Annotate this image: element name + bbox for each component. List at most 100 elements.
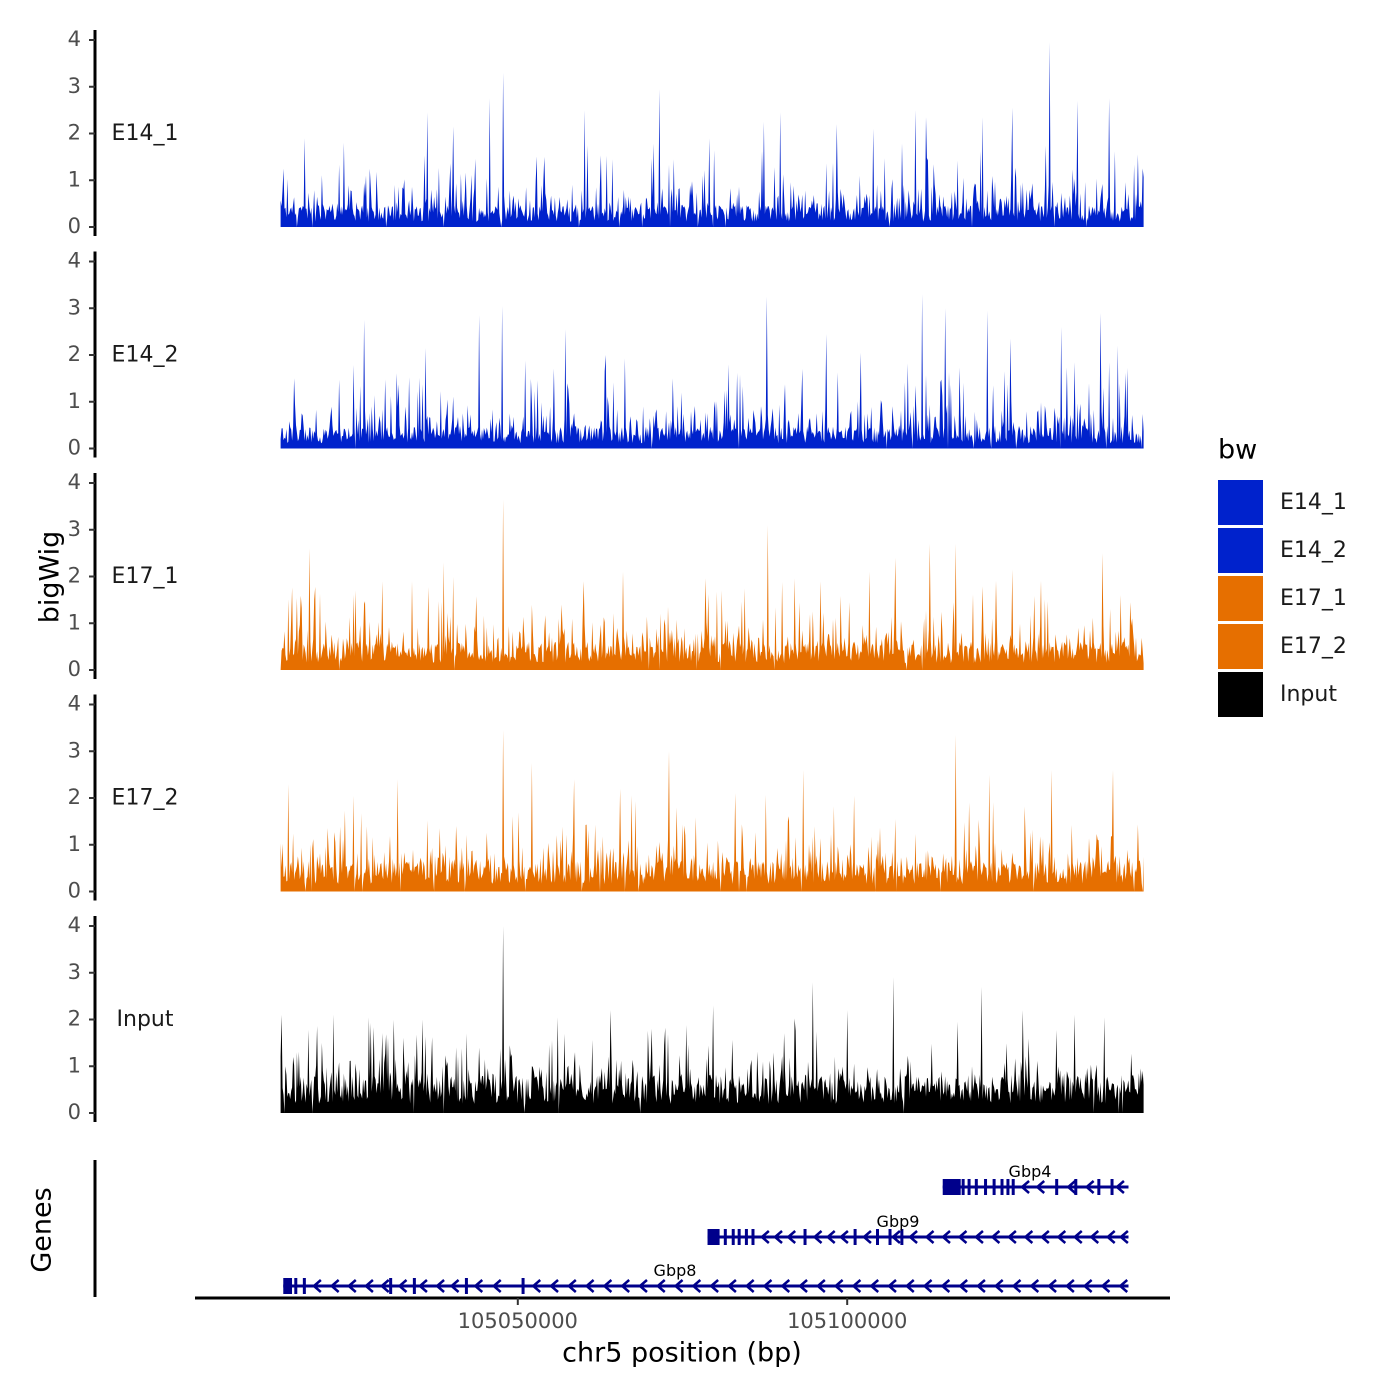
strand-arrow <box>1047 1279 1057 1293</box>
strand-arrow <box>691 1279 702 1293</box>
strand-arrow <box>744 1279 755 1293</box>
strand-arrow <box>397 1279 408 1293</box>
strand-arrow <box>1056 1230 1067 1244</box>
strand-arrow <box>759 1230 770 1244</box>
strand-arrow <box>549 1279 559 1293</box>
strand-arrow <box>363 1279 374 1293</box>
exon-mark <box>853 1229 857 1245</box>
track-label: Input <box>117 1007 174 1032</box>
exon-mark <box>876 1229 879 1245</box>
track-label: E14_2 <box>112 343 179 368</box>
strand-arrow <box>862 1230 872 1244</box>
strand-arrow <box>812 1230 823 1244</box>
strand-arrow <box>941 1230 951 1244</box>
strand-arrow <box>1023 1230 1034 1244</box>
strand-arrow <box>976 1279 986 1293</box>
legend-key <box>1218 480 1263 525</box>
legend-label: Input <box>1280 682 1337 707</box>
y-tick-label: 2 <box>68 121 81 145</box>
y-tick-label: 1 <box>68 610 81 634</box>
strand-arrow <box>620 1279 630 1293</box>
strand-arrow <box>1006 1230 1017 1244</box>
exon-mark <box>888 1229 892 1245</box>
gene-start-block <box>283 1278 291 1294</box>
exon-mark <box>974 1179 978 1195</box>
y-tick-label: 0 <box>68 657 81 681</box>
legend-key <box>1218 576 1263 621</box>
legend-key <box>1218 672 1263 717</box>
exon-mark <box>961 1179 965 1195</box>
track-E14_2: 0 1 2 3 4 E14_2 <box>68 249 1144 460</box>
strand-arrow <box>1115 1180 1125 1194</box>
track-label: E17_2 <box>112 786 179 811</box>
y-tick-label: 2 <box>68 342 81 366</box>
exon-mark <box>731 1229 735 1245</box>
y-tick-label: 3 <box>68 960 81 984</box>
x-axis-title: chr5 position (bp) <box>562 1338 802 1369</box>
y-tick-label: 1 <box>68 389 81 413</box>
exon-mark <box>744 1229 748 1245</box>
exon-mark <box>1110 1179 1114 1195</box>
y-tick-label: 0 <box>68 1100 81 1124</box>
legend-label: E14_1 <box>1280 490 1347 515</box>
exon-mark <box>1055 1179 1059 1195</box>
legend-items: E14_1 E14_2 E17_1 E17_2 Input <box>1218 480 1347 717</box>
strand-arrow <box>1011 1279 1022 1293</box>
strand-arrow <box>449 1279 460 1293</box>
signal-area <box>280 499 1144 670</box>
strand-arrow <box>638 1279 648 1293</box>
y-tick-label: 0 <box>68 214 81 238</box>
strand-arrow <box>435 1279 445 1293</box>
strand-arrow <box>726 1279 737 1293</box>
strand-arrow <box>924 1230 935 1244</box>
legend-label: E14_2 <box>1280 538 1347 563</box>
y-tick-label: 1 <box>68 1053 81 1077</box>
gene-label: Gbp4 <box>1009 1162 1052 1181</box>
strand-arrow <box>346 1279 357 1293</box>
exon-mark <box>751 1229 755 1245</box>
strand-arrow <box>655 1279 666 1293</box>
track-E17_2: 0 1 2 3 4 E17_2 <box>68 692 1144 903</box>
genes-panel: Gbp4 Gbp9 Gbp8 <box>93 1160 1129 1297</box>
exon-mark <box>716 1229 720 1245</box>
y-tick-label: 1 <box>68 832 81 856</box>
strand-arrow <box>566 1279 577 1293</box>
signal-area <box>280 42 1144 227</box>
x-axis: 105050000 105100000 <box>195 1296 1170 1333</box>
signal-area <box>280 926 1144 1113</box>
gene-Gbp4: Gbp4 <box>942 1162 1129 1195</box>
legend-title: bw <box>1218 435 1257 466</box>
y-tick-label: 4 <box>68 913 81 937</box>
y-tick-label: 0 <box>68 436 81 460</box>
exon-mark <box>992 1179 996 1195</box>
strand-arrow <box>473 1279 484 1293</box>
strand-arrow <box>993 1279 1004 1293</box>
y-tick-label: 4 <box>68 470 81 494</box>
signal-tracks: 0 1 2 3 4 E14_1 0 1 2 3 4 E14_2 0 1 2 3 4 E17_1 0 1 2 3 4 E17_2… <box>68 27 1144 1124</box>
track-Input: 0 1 2 3 4 Input <box>68 913 1144 1124</box>
strand-arrow <box>1084 1180 1095 1194</box>
gene-label: Gbp8 <box>654 1261 697 1280</box>
strand-arrow <box>786 1230 797 1244</box>
exon-mark <box>723 1229 727 1245</box>
strand-arrow <box>825 1230 836 1244</box>
y-tick-label: 2 <box>68 785 81 809</box>
legend-label: E17_1 <box>1280 586 1347 611</box>
exon-mark <box>412 1278 416 1294</box>
strand-arrow <box>709 1279 719 1293</box>
strand-arrow <box>904 1279 915 1293</box>
x-tick-label: 105050000 <box>458 1309 578 1333</box>
y-tick-label: 3 <box>68 517 81 541</box>
exon-mark <box>521 1278 525 1294</box>
strand-arrow <box>887 1279 897 1293</box>
legend-key <box>1218 624 1263 669</box>
exon-mark <box>967 1179 971 1195</box>
strand-arrow <box>1105 1230 1116 1244</box>
exon-mark <box>1006 1179 1010 1195</box>
strand-arrow <box>851 1279 862 1293</box>
strand-arrow <box>891 1230 901 1244</box>
signal-area <box>280 294 1144 449</box>
track-E14_1: 0 1 2 3 4 E14_1 <box>68 27 1144 238</box>
strand-arrow <box>1066 1180 1076 1194</box>
